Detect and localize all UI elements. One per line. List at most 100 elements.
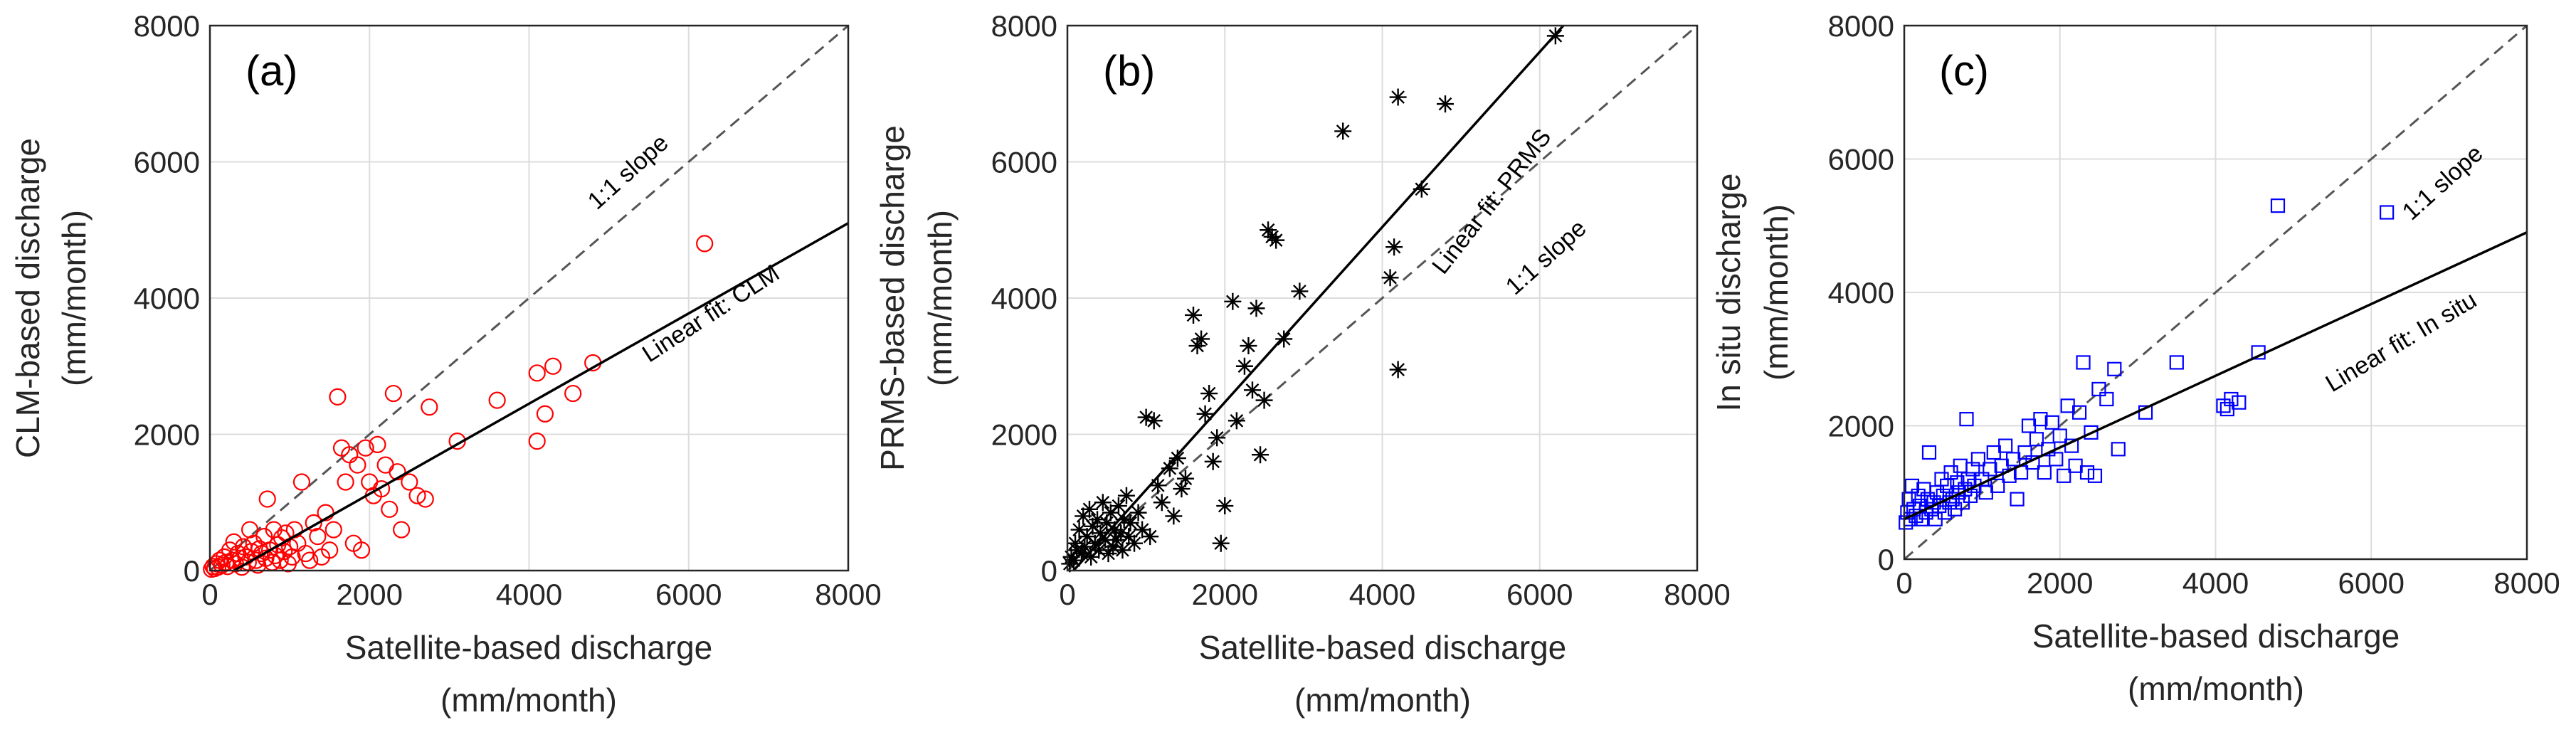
data-point (1990, 478, 2005, 493)
data-point (1937, 505, 1952, 520)
x-tick-label: 2000 (2027, 566, 2093, 600)
data-point (2270, 198, 2286, 213)
data-point (1114, 541, 1131, 559)
data-point (1121, 514, 1139, 531)
data-point (1168, 450, 1186, 467)
data-point (1970, 452, 1986, 467)
data-point (1204, 452, 1222, 470)
x-axis-unit: (mm/month) (440, 682, 617, 719)
data-point (1072, 545, 1090, 563)
data-point (2017, 445, 2032, 460)
data-point (2232, 395, 2247, 410)
data-point (357, 439, 374, 457)
data-point (317, 504, 334, 521)
x-tick-label: 6000 (2338, 566, 2405, 600)
data-point (372, 480, 391, 498)
y-tick-label: 6000 (991, 146, 1057, 179)
one-to-one-line (209, 24, 849, 572)
data-point (1224, 292, 1242, 310)
data-point (528, 432, 546, 450)
data-point (1216, 497, 1234, 515)
linear-fit-line (1904, 231, 2528, 521)
data-point (271, 551, 289, 569)
data-point (1267, 231, 1285, 249)
data-point (1252, 446, 1269, 464)
data-point (309, 528, 327, 546)
data-point (1102, 504, 1119, 521)
data-point (528, 364, 546, 382)
data-point (2169, 355, 2184, 370)
data-point (1129, 504, 1147, 521)
data-points (1061, 27, 1564, 573)
y-tick-label: 2000 (134, 418, 200, 452)
data-points (203, 235, 714, 578)
y-tick-label: 0 (1041, 554, 1057, 588)
panel-label: (c) (1939, 47, 1989, 95)
data-point (2138, 405, 2153, 420)
data-point (1149, 477, 1167, 494)
data-point (1076, 538, 1094, 556)
plot-frame (1903, 24, 2528, 561)
y-axis-label: In situ discharge (1710, 174, 1747, 412)
data-point (1098, 514, 1116, 531)
x-tick-label: 6000 (655, 578, 722, 611)
data-point (2076, 355, 2091, 370)
data-point (1334, 122, 1352, 140)
data-point (1200, 385, 1218, 403)
data-point (1389, 361, 1407, 378)
data-point (1107, 531, 1125, 549)
data-point (301, 551, 319, 569)
data-point (2099, 391, 2114, 407)
data-point (1260, 221, 1277, 239)
data-point (2084, 425, 2099, 440)
y-tick-label: 2000 (991, 418, 1057, 452)
y-tick-labels: 0 2000 4000 6000 8000 (134, 9, 200, 588)
data-point (1212, 534, 1230, 552)
data-point (1185, 306, 1202, 324)
y-tick-label: 4000 (1828, 276, 1894, 309)
one-to-one-label: 1:1 slope (1501, 215, 1592, 301)
x-tick-label: 0 (1059, 578, 1075, 611)
data-point (1145, 412, 1163, 430)
data-point (1065, 551, 1082, 569)
y-tick-label: 6000 (1828, 143, 1894, 176)
data-point (2224, 391, 2239, 407)
data-point (1109, 497, 1127, 515)
y-tick-label: 6000 (134, 146, 200, 179)
plot-frame (208, 24, 850, 572)
data-point (392, 521, 411, 539)
data-point (349, 456, 366, 474)
data-point (1106, 521, 1124, 539)
x-tick-label: 6000 (1506, 578, 1573, 611)
x-tick-label: 8000 (2493, 566, 2560, 600)
plot-frame (1066, 24, 1699, 572)
data-point (2071, 405, 2087, 420)
data-point (241, 521, 259, 539)
data-point (1094, 494, 1112, 512)
x-tick-label: 0 (201, 578, 218, 611)
data-point (1959, 412, 1974, 427)
y-tick-label: 4000 (991, 282, 1057, 315)
x-tick-label: 8000 (1664, 578, 1730, 611)
data-point (352, 541, 371, 559)
y-axis-unit: (mm/month) (1758, 204, 1795, 381)
data-point (2010, 492, 2025, 507)
data-point (1240, 337, 1257, 355)
one-to-one-line (1067, 24, 1698, 572)
data-point (2068, 458, 2083, 473)
data-point (1070, 521, 1088, 539)
data-point (384, 384, 402, 403)
data-point (2029, 432, 2044, 447)
data-point (1994, 458, 2009, 473)
data-points (1899, 198, 2395, 530)
data-point (258, 490, 276, 508)
data-point (1090, 541, 1108, 559)
y-tick-label: 8000 (1828, 9, 1894, 43)
data-point (1078, 528, 1096, 546)
data-point (292, 473, 311, 491)
data-point (1196, 405, 1214, 423)
data-point (2033, 412, 2048, 427)
x-axis-unit: (mm/month) (1294, 682, 1471, 719)
data-point (1381, 269, 1399, 287)
y-tick-label: 8000 (134, 9, 200, 43)
